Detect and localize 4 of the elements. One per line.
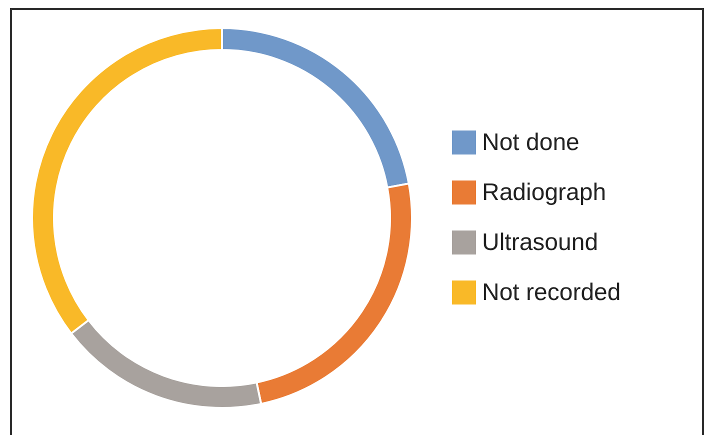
legend-label: Ultrasound xyxy=(482,229,598,256)
legend-label: Not done xyxy=(482,129,580,156)
legend-label: Radiograph xyxy=(482,179,606,206)
legend-label: Not recorded xyxy=(482,279,621,306)
